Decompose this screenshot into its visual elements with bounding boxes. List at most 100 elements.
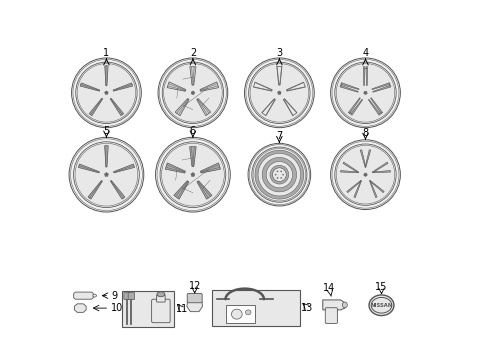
Polygon shape xyxy=(276,67,282,85)
Ellipse shape xyxy=(278,93,279,94)
Ellipse shape xyxy=(105,173,107,174)
Polygon shape xyxy=(80,83,100,91)
Ellipse shape xyxy=(365,174,366,176)
Ellipse shape xyxy=(105,174,107,175)
Polygon shape xyxy=(74,304,86,312)
Polygon shape xyxy=(340,83,358,90)
Ellipse shape xyxy=(191,175,192,176)
Text: 8: 8 xyxy=(362,128,368,138)
Ellipse shape xyxy=(191,93,193,94)
Text: 2: 2 xyxy=(189,48,196,58)
Ellipse shape xyxy=(272,168,285,181)
Polygon shape xyxy=(110,180,124,199)
Text: 10: 10 xyxy=(111,303,123,313)
Ellipse shape xyxy=(282,174,283,175)
Ellipse shape xyxy=(365,91,366,93)
Ellipse shape xyxy=(73,142,139,208)
Text: 12: 12 xyxy=(188,281,201,291)
Polygon shape xyxy=(189,147,196,166)
Ellipse shape xyxy=(192,173,193,174)
Ellipse shape xyxy=(193,92,194,93)
Polygon shape xyxy=(369,180,376,198)
Polygon shape xyxy=(347,98,360,114)
Ellipse shape xyxy=(193,175,194,176)
FancyBboxPatch shape xyxy=(325,308,337,323)
Ellipse shape xyxy=(106,174,107,175)
Ellipse shape xyxy=(364,175,366,176)
Ellipse shape xyxy=(363,93,364,94)
Ellipse shape xyxy=(192,173,193,174)
Polygon shape xyxy=(113,83,132,91)
Polygon shape xyxy=(286,82,305,91)
Polygon shape xyxy=(372,171,390,173)
Ellipse shape xyxy=(262,157,296,192)
Ellipse shape xyxy=(105,175,106,176)
Polygon shape xyxy=(78,164,99,173)
FancyBboxPatch shape xyxy=(151,299,170,323)
Ellipse shape xyxy=(365,173,366,175)
Polygon shape xyxy=(363,67,364,86)
Ellipse shape xyxy=(279,93,280,94)
Text: 11: 11 xyxy=(176,304,188,314)
Ellipse shape xyxy=(231,309,242,319)
Polygon shape xyxy=(165,163,185,173)
Ellipse shape xyxy=(69,137,143,212)
Ellipse shape xyxy=(330,58,400,128)
Ellipse shape xyxy=(244,58,314,128)
Ellipse shape xyxy=(280,177,281,179)
Ellipse shape xyxy=(76,62,137,123)
FancyBboxPatch shape xyxy=(156,295,165,302)
Ellipse shape xyxy=(191,92,192,93)
Ellipse shape xyxy=(105,92,107,94)
Ellipse shape xyxy=(106,93,107,94)
Ellipse shape xyxy=(107,174,108,175)
Ellipse shape xyxy=(254,150,303,199)
Ellipse shape xyxy=(192,91,193,93)
Ellipse shape xyxy=(193,175,194,176)
Polygon shape xyxy=(89,98,102,116)
Ellipse shape xyxy=(277,92,278,93)
Ellipse shape xyxy=(160,142,225,208)
Ellipse shape xyxy=(280,171,281,172)
Ellipse shape xyxy=(191,93,192,94)
Polygon shape xyxy=(261,99,275,116)
Ellipse shape xyxy=(342,302,346,308)
Ellipse shape xyxy=(105,175,106,176)
Ellipse shape xyxy=(107,174,108,175)
Text: 9: 9 xyxy=(111,291,117,301)
Ellipse shape xyxy=(269,165,288,184)
Text: 15: 15 xyxy=(375,282,387,292)
Ellipse shape xyxy=(279,93,280,94)
Ellipse shape xyxy=(365,93,366,94)
Ellipse shape xyxy=(364,173,365,175)
Ellipse shape xyxy=(248,62,309,123)
Ellipse shape xyxy=(364,174,366,175)
Polygon shape xyxy=(342,162,358,173)
Polygon shape xyxy=(88,180,102,199)
Ellipse shape xyxy=(105,93,106,94)
Text: NISSAN: NISSAN xyxy=(369,303,392,308)
Ellipse shape xyxy=(192,174,193,175)
Ellipse shape xyxy=(192,93,194,94)
Polygon shape xyxy=(365,150,370,167)
Ellipse shape xyxy=(157,292,164,297)
Ellipse shape xyxy=(105,93,106,94)
Ellipse shape xyxy=(191,174,192,175)
Ellipse shape xyxy=(191,92,192,93)
Ellipse shape xyxy=(191,174,192,175)
Text: 14: 14 xyxy=(323,283,335,293)
Ellipse shape xyxy=(191,175,192,176)
Ellipse shape xyxy=(192,91,193,92)
Ellipse shape xyxy=(365,91,366,92)
Ellipse shape xyxy=(364,91,365,93)
Polygon shape xyxy=(167,82,185,91)
Polygon shape xyxy=(369,180,384,193)
Ellipse shape xyxy=(104,174,106,175)
Ellipse shape xyxy=(251,147,306,202)
Polygon shape xyxy=(339,85,358,92)
Ellipse shape xyxy=(192,92,193,94)
Polygon shape xyxy=(175,99,189,116)
Polygon shape xyxy=(370,98,382,114)
Ellipse shape xyxy=(363,174,365,176)
Text: 5: 5 xyxy=(103,126,109,136)
